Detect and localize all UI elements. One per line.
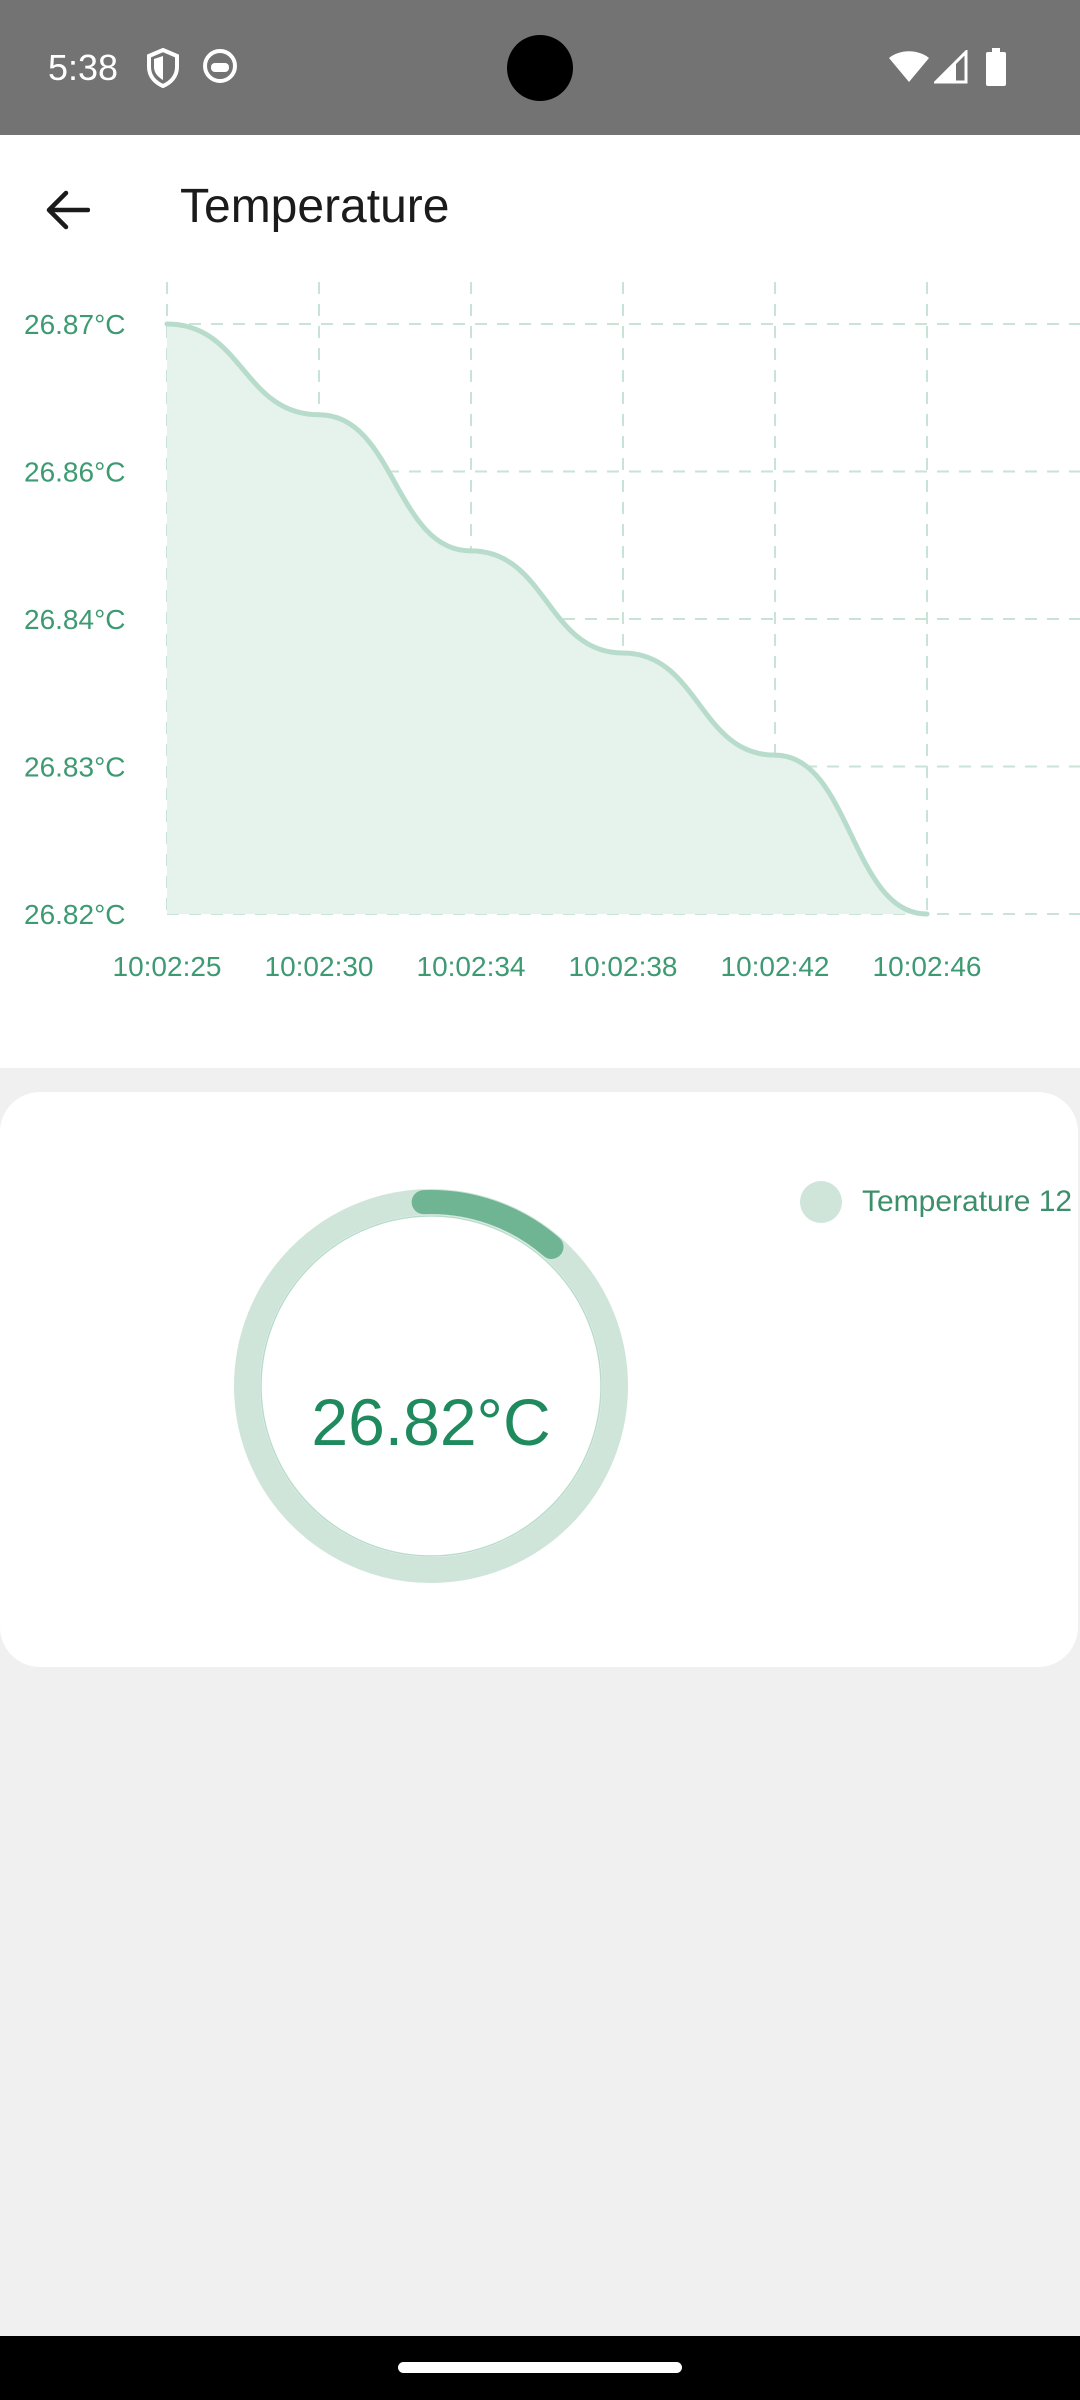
wifi-icon (888, 50, 930, 89)
y-tick-label: 26.86°C (24, 457, 126, 488)
back-button[interactable] (28, 172, 108, 252)
data-point (620, 650, 626, 656)
x-tick-label: 10:02:34 (417, 951, 526, 982)
page-title: Temperature (180, 180, 450, 233)
y-tick-label: 26.87°C (24, 309, 126, 340)
app-bar: Temperature (0, 135, 1080, 282)
data-point (316, 412, 322, 418)
temperature-gauge (234, 1189, 628, 1583)
home-indicator[interactable] (398, 2362, 682, 2373)
x-tick-label: 10:02:46 (873, 951, 982, 982)
gauge-progress-arc (411, 1190, 564, 1259)
area-fill (167, 324, 927, 914)
arrow-back-icon (46, 190, 91, 235)
signal-icon (932, 48, 968, 89)
status-bar: 5:38 (0, 0, 1080, 135)
legend[interactable]: Temperature 12 (800, 1180, 1072, 1224)
legend-label: Temperature 12 (862, 1185, 1073, 1218)
data-point (924, 911, 930, 917)
data-point (164, 321, 170, 327)
y-tick-label: 26.83°C (24, 752, 126, 783)
series-line (166, 321, 928, 917)
data-point (468, 548, 474, 554)
y-tick-label: 26.82°C (24, 899, 126, 930)
y-tick-label: 26.84°C (24, 604, 126, 635)
temperature-area-chart: 26.87°C 26.86°C 26.84°C 26.83°C 26.82°C 10:02… (24, 282, 1080, 982)
x-tick-label: 10:02:38 (569, 951, 678, 982)
x-tick-label: 10:02:25 (113, 951, 222, 982)
gauge-value: 26.82°C (311, 1385, 551, 1459)
gauge-card: 26.82°C Temperature 12 (0, 1092, 1078, 1667)
temperature-chart[interactable]: 26.87°C 26.86°C 26.84°C 26.83°C 26.82°C 10:02… (0, 282, 1080, 1068)
data-point (772, 752, 778, 758)
camera-cutout (507, 35, 573, 101)
x-tick-label: 10:02:30 (265, 951, 374, 982)
status-time: 5:38 (48, 47, 119, 88)
shield-icon (146, 47, 180, 93)
battery-icon (986, 48, 1006, 91)
x-tick-label: 10:02:42 (721, 951, 830, 982)
navigation-bar (0, 2336, 1080, 2400)
legend-dot (800, 1181, 842, 1223)
gauge-inner-ring (260, 1215, 602, 1557)
cat-icon (202, 48, 238, 89)
